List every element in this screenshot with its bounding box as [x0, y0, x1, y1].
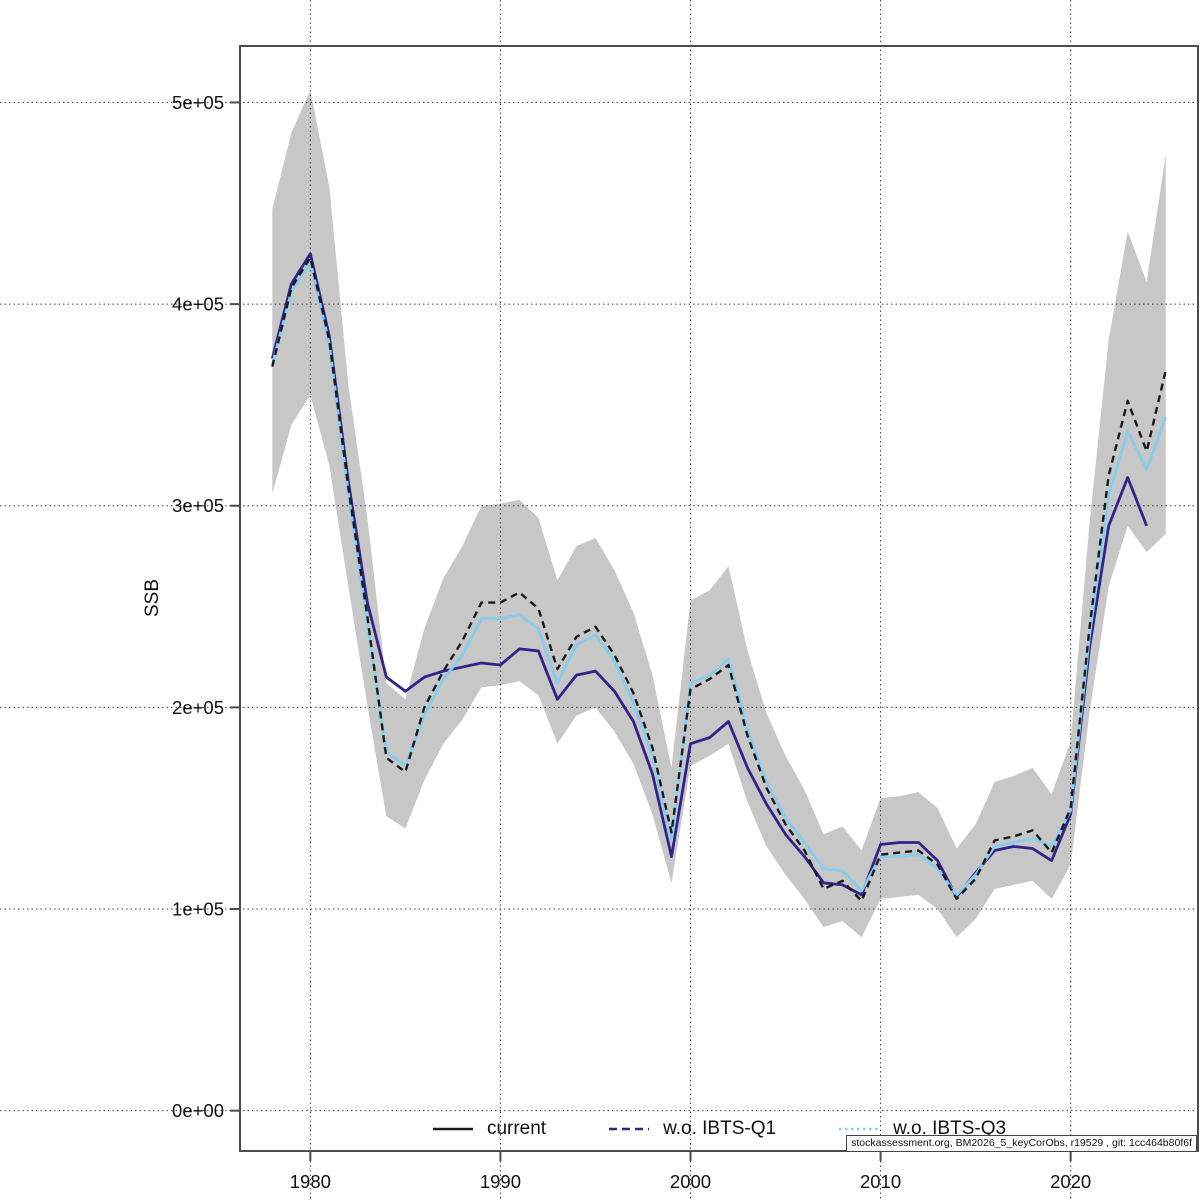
watermark-citation: stockassessment.org, BM2026_5_keyCorObs,… — [846, 1135, 1197, 1152]
legend-line-current-icon — [432, 1127, 473, 1131]
x-tick-label: 1990 — [480, 1171, 521, 1192]
y-tick-label: 3e+05 — [172, 495, 224, 516]
y-tick-label: 0e+00 — [172, 1100, 224, 1121]
legend-item-wo-ibts-q1: w.o. IBTS-Q1 — [608, 1118, 776, 1140]
legend-line-wo-ibts-q3-icon — [839, 1127, 880, 1131]
series-line-w-o-ibts-q1 — [270, 252, 1148, 899]
legend-label-wo-ibts-q1: w.o. IBTS-Q1 — [663, 1118, 777, 1139]
legend-item-wo-ibts-q3: w.o. IBTS-Q3 — [838, 1118, 1006, 1140]
x-tick-label: 1980 — [290, 1171, 331, 1192]
y-tick-label: 1e+05 — [172, 899, 224, 920]
y-tick-label: 4e+05 — [172, 294, 224, 315]
legend-line-wo-ibts-q1-icon — [609, 1127, 650, 1131]
legend-label-wo-ibts-q3: w.o. IBTS-Q3 — [893, 1118, 1007, 1139]
legend-item-current: current — [432, 1118, 546, 1140]
series-line-current — [271, 256, 1167, 903]
series-line-w-o-ibts-q3 — [270, 260, 1168, 897]
chart-legend: current w.o. IBTS-Q1 w.o. IBTS-Q3 — [240, 1113, 1198, 1145]
x-tick-label: 2020 — [1050, 1171, 1091, 1192]
x-tick-label: 2000 — [670, 1171, 711, 1192]
plot-border — [239, 45, 1199, 1152]
x-tick-label: 2010 — [860, 1171, 901, 1192]
confidence-band — [272, 90, 1166, 938]
y-tick-label: 2e+05 — [172, 697, 224, 718]
legend-label-current: current — [486, 1118, 547, 1139]
y-axis-title: SSB — [142, 578, 163, 618]
y-tick-label: 5e+05 — [172, 92, 224, 113]
